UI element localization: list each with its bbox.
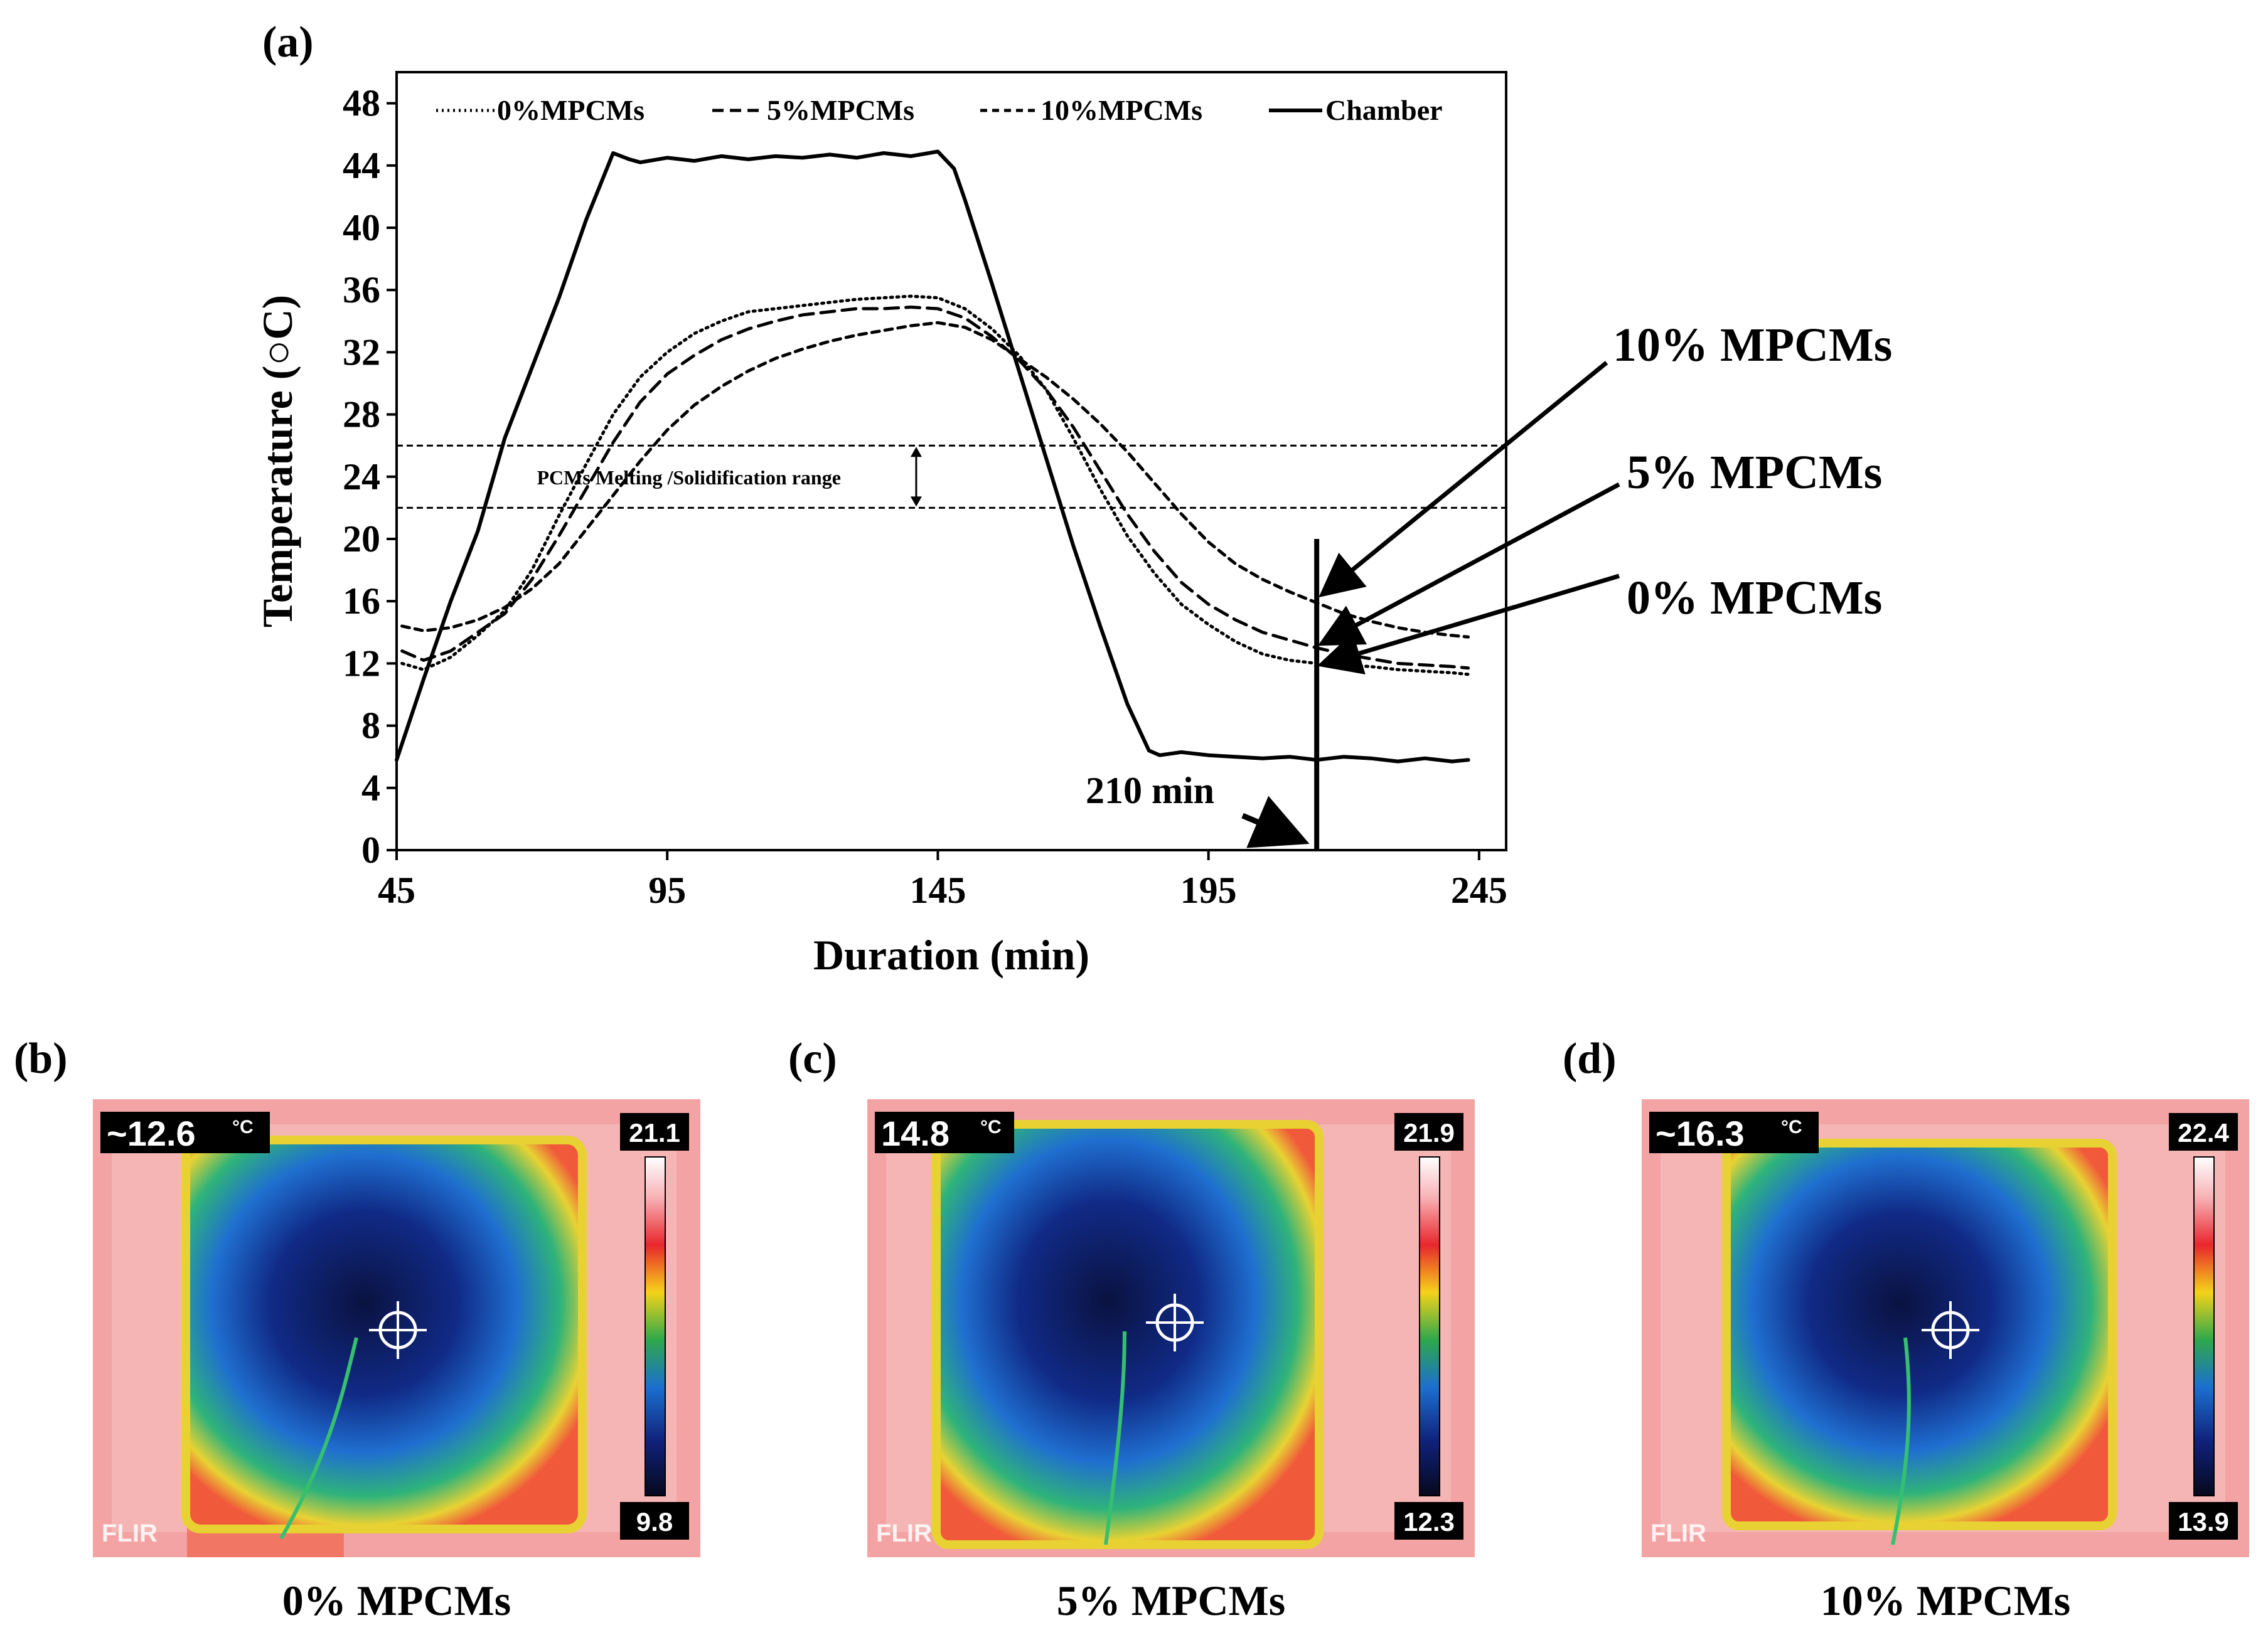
series-line-0-mpcms <box>400 294 1470 676</box>
melting-range-band: PCMs Melting /Solidification range <box>397 444 1506 509</box>
series-layer <box>395 149 1470 764</box>
series-line-10-mpcms <box>400 321 1470 639</box>
scale-max-box <box>620 1113 689 1151</box>
callouts: 10% MPCMs 5% MPCMs 0% MPCMs <box>1317 319 1892 674</box>
flir-logo: FLIR <box>876 1520 932 1547</box>
panel-label-b: (b) <box>14 1035 68 1083</box>
panel-label-a: (a) <box>262 18 314 67</box>
scale-min: 9.8 <box>636 1507 673 1537</box>
scale-max: 22.4 <box>2178 1118 2229 1148</box>
series-line-5-mpcms <box>400 306 1470 670</box>
caption-b: 0% MPCMs <box>282 1577 511 1624</box>
caption-d: 10% MPCMs <box>1821 1577 2070 1624</box>
y-tick-label: 32 <box>343 331 380 373</box>
thermal-panel-c: (c) 14.8 °C 21.9 12.3 FLIR 5% MPCMs <box>788 1035 1475 1624</box>
y-axis-title: Temperature (○C) <box>254 295 301 627</box>
callout-label-10pct: 10% MPCMs <box>1613 319 1892 371</box>
scale-min-box <box>2169 1502 2238 1540</box>
readout-unit: °C <box>232 1117 254 1137</box>
callout-label-0pct: 0% MPCMs <box>1627 572 1882 624</box>
panel-label-c: (c) <box>788 1035 837 1083</box>
panel-label-d: (d) <box>1563 1035 1617 1083</box>
y-tick-label: 8 <box>361 705 380 747</box>
readout-unit: °C <box>1781 1117 1802 1137</box>
y-tick-label: 40 <box>343 207 380 248</box>
x-tick-label: 95 <box>648 870 686 911</box>
y-tick-label: 48 <box>343 83 380 124</box>
thermal-panel-b: (b) ~12.6 °C 21.1 9.8 FLIR 0% MPCMs <box>14 1035 700 1624</box>
specimen-region <box>932 1120 1324 1549</box>
y-tick-label: 24 <box>343 456 380 498</box>
x-axis-title: Duration (min) <box>813 931 1089 979</box>
legend-label-10pct: 10%MPCMs <box>1040 94 1202 126</box>
callout-label-5pct: 5% MPCMs <box>1627 446 1882 499</box>
temperature-readout: ~12.6 <box>107 1114 196 1153</box>
x-tick-label: 245 <box>1451 870 1507 911</box>
color-scale-bar <box>645 1156 666 1496</box>
sensor-wire <box>1104 1331 1126 1545</box>
y-tick-label: 12 <box>343 642 380 684</box>
time-marker: 210 min <box>1086 539 1320 850</box>
legend-label-5pct: 5%MPCMs <box>767 94 914 126</box>
time-marker-arrow <box>1241 796 1310 848</box>
band-arrowhead-up <box>910 447 922 457</box>
scale-max-box <box>1394 1113 1463 1151</box>
readout-box <box>875 1112 1014 1153</box>
scale-min: 13.9 <box>2178 1507 2229 1537</box>
temperature-readout: 14.8 <box>881 1114 949 1153</box>
thermal-panel-d: (d) ~16.3 °C 22.4 13.9 FLIR 10% MPCMs <box>1563 1035 2249 1624</box>
scale-max-box <box>2169 1113 2238 1151</box>
legend: 0%MPCMs 5%MPCMs 10%MPCMs Chamber <box>436 94 1443 126</box>
time-marker-label: 210 min <box>1086 770 1214 811</box>
callout-arrow-5pct <box>1317 482 1620 646</box>
sensor-wire <box>1891 1337 1911 1545</box>
x-tick-label: 195 <box>1180 870 1237 911</box>
y-tick-label: 16 <box>343 580 380 622</box>
band-arrowhead-down <box>910 496 922 507</box>
y-tick-label: 0 <box>361 829 380 871</box>
callout-arrow-10pct <box>1319 361 1608 598</box>
y-tick-label: 36 <box>343 269 380 311</box>
legend-label-0pct: 0%MPCMs <box>497 94 645 126</box>
range-label: PCMs Melting /Solidification range <box>537 466 841 489</box>
specimen-region <box>1722 1139 2117 1530</box>
x-tick-label: 145 <box>909 870 966 911</box>
y-tick-label: 28 <box>343 394 380 435</box>
readout-unit: °C <box>980 1117 1002 1137</box>
color-scale-bar <box>2193 1156 2215 1496</box>
readout-box <box>1649 1112 1819 1153</box>
legend-label-chamber: Chamber <box>1325 94 1443 126</box>
y-tick-label: 44 <box>343 145 380 186</box>
scale-min-box <box>1394 1502 1463 1540</box>
temperature-readout: ~16.3 <box>1656 1114 1745 1153</box>
scale-min: 12.3 <box>1403 1507 1455 1537</box>
caption-c: 5% MPCMs <box>1057 1577 1285 1624</box>
callout-arrow-0pct <box>1317 573 1620 674</box>
thermal-panels: (b) ~12.6 °C 21.1 9.8 FLIR 0% MPCMs (c) <box>14 1035 2249 1624</box>
specimen-region <box>181 1136 587 1533</box>
x-tick-label: 45 <box>378 870 415 911</box>
y-tick-label: 4 <box>361 767 380 809</box>
flir-logo: FLIR <box>102 1520 158 1547</box>
x-axis: 45 95 145 195 245 <box>378 850 1507 911</box>
color-scale-bar <box>1419 1156 1440 1496</box>
scale-max: 21.1 <box>629 1118 680 1148</box>
series-line-chamber <box>395 149 1470 764</box>
plot-frame <box>395 71 1507 851</box>
scale-max: 21.9 <box>1403 1118 1455 1148</box>
sensor-wire <box>279 1337 358 1540</box>
y-tick-label: 20 <box>343 518 380 560</box>
scale-min-box <box>620 1502 689 1540</box>
flir-logo: FLIR <box>1650 1520 1706 1547</box>
readout-box <box>100 1112 270 1153</box>
